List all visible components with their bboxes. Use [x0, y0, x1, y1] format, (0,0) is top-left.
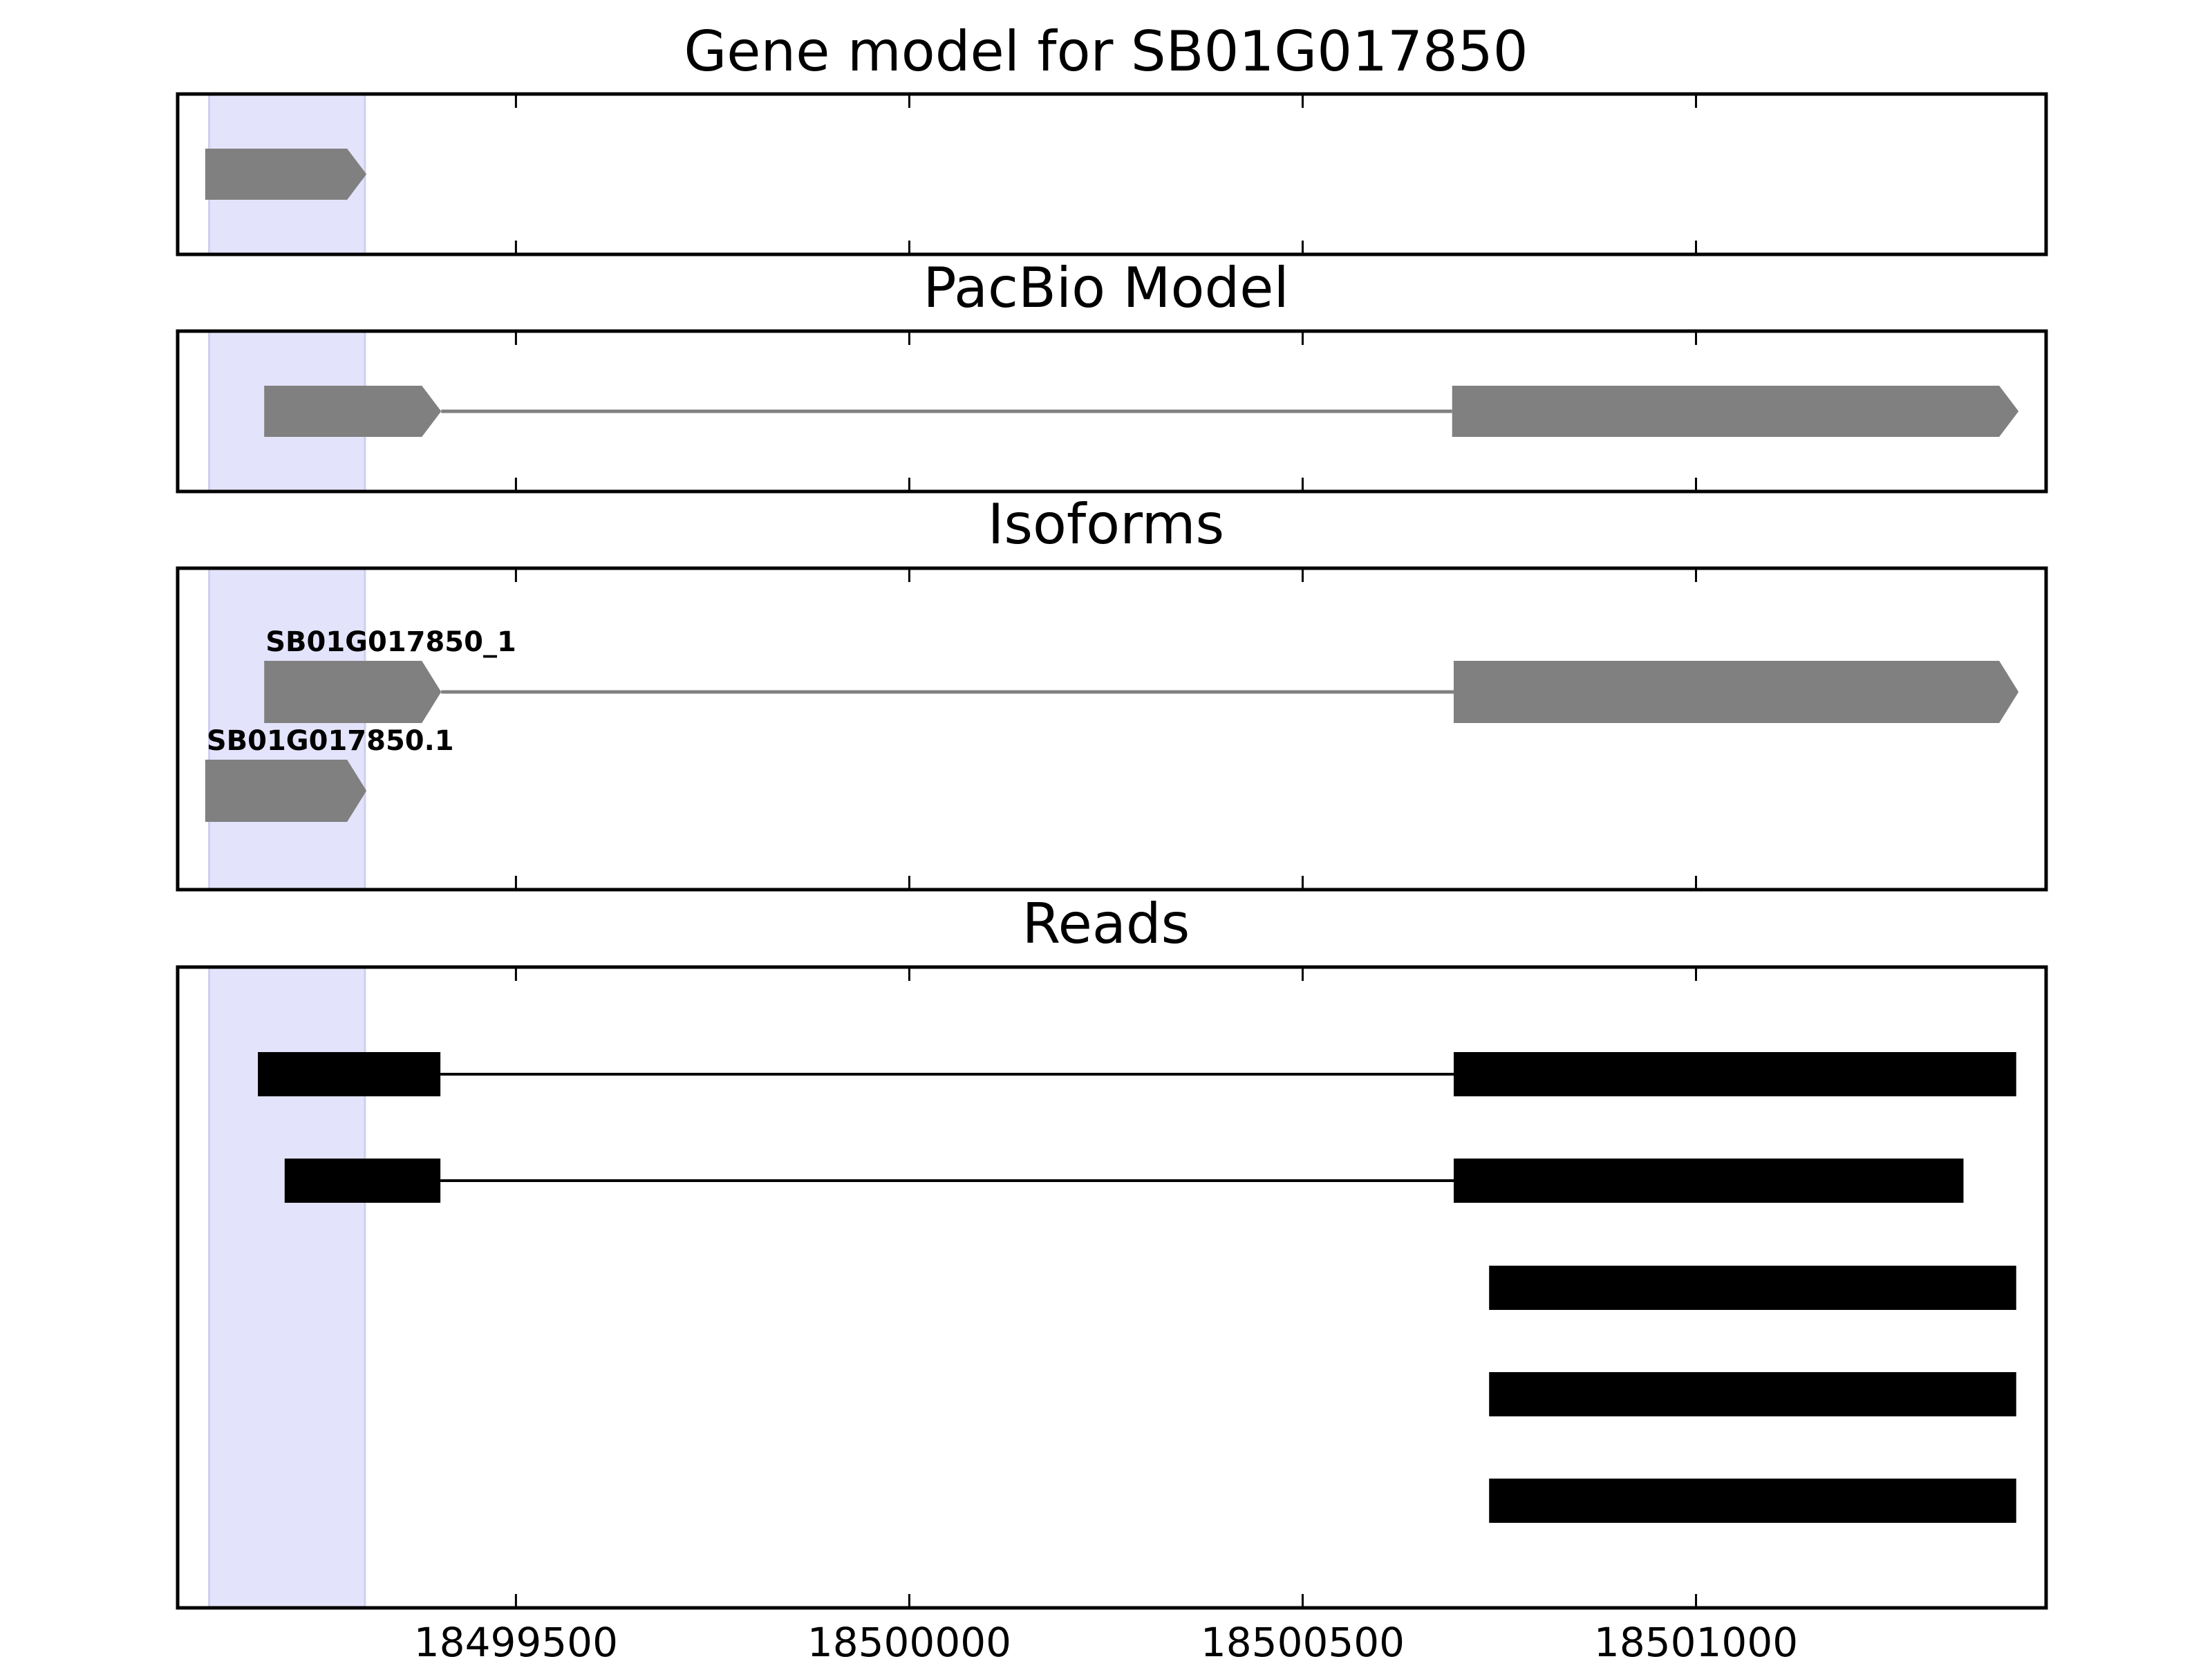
gene-model-panel: Gene model for SB01G017850: [176, 19, 2048, 256]
axes-frame: [176, 965, 2048, 1610]
axes-frame: [176, 566, 2048, 892]
read-row: [258, 1052, 2016, 1096]
read-row: [1489, 1479, 2016, 1523]
isoforms-panel-title: Isoforms: [988, 492, 1224, 556]
x-tick-label: 18501000: [1594, 1619, 1798, 1659]
read-block: [284, 1159, 441, 1203]
reads-panel-title: Reads: [1022, 892, 1190, 956]
gene-model: SB01G017850.1: [205, 725, 454, 822]
exon-block: [205, 760, 367, 822]
axes-frame: [176, 329, 2048, 494]
gene-model-panel-title: Gene model for SB01G017850: [684, 19, 1528, 84]
read-row: [1489, 1372, 2016, 1416]
x-axis-tick-labels: 18499500 18500000 18500500 18501000: [414, 1619, 1798, 1659]
read-block: [258, 1052, 441, 1096]
gene-model: [264, 386, 2019, 437]
x-tick-label: 18499500: [414, 1619, 618, 1659]
read-block: [1454, 1052, 2016, 1096]
read-block: [1489, 1479, 2016, 1523]
exon-block: [1454, 661, 2019, 723]
read-block: [1489, 1266, 2016, 1310]
highlight-region: [208, 567, 366, 891]
axes-frame: [176, 92, 2048, 256]
isoform-label: SB01G017850_1: [265, 626, 516, 658]
pacbio-model-panel: PacBio Model: [176, 256, 2048, 494]
isoforms-panel: SB01G017850_1 SB01G017850.1 Isoforms: [176, 492, 2048, 892]
exon-block: [264, 661, 442, 723]
pacbio-model-panel-title: PacBio Model: [923, 256, 1288, 320]
read-block: [1454, 1159, 1964, 1203]
exon-block: [1452, 386, 2019, 437]
isoform-label: SB01G017850.1: [207, 725, 454, 757]
read-row: [1489, 1266, 2016, 1310]
x-tick-label: 18500000: [807, 1619, 1011, 1659]
gene-model: [205, 149, 367, 200]
exon-block: [264, 386, 442, 437]
read-block: [1489, 1372, 2016, 1416]
x-tick-label: 18500500: [1201, 1619, 1405, 1659]
gene-model: SB01G017850_1: [264, 626, 2019, 723]
reads-panel: Reads: [176, 892, 2048, 1610]
exon-block: [205, 149, 367, 200]
read-row: [284, 1159, 1964, 1203]
